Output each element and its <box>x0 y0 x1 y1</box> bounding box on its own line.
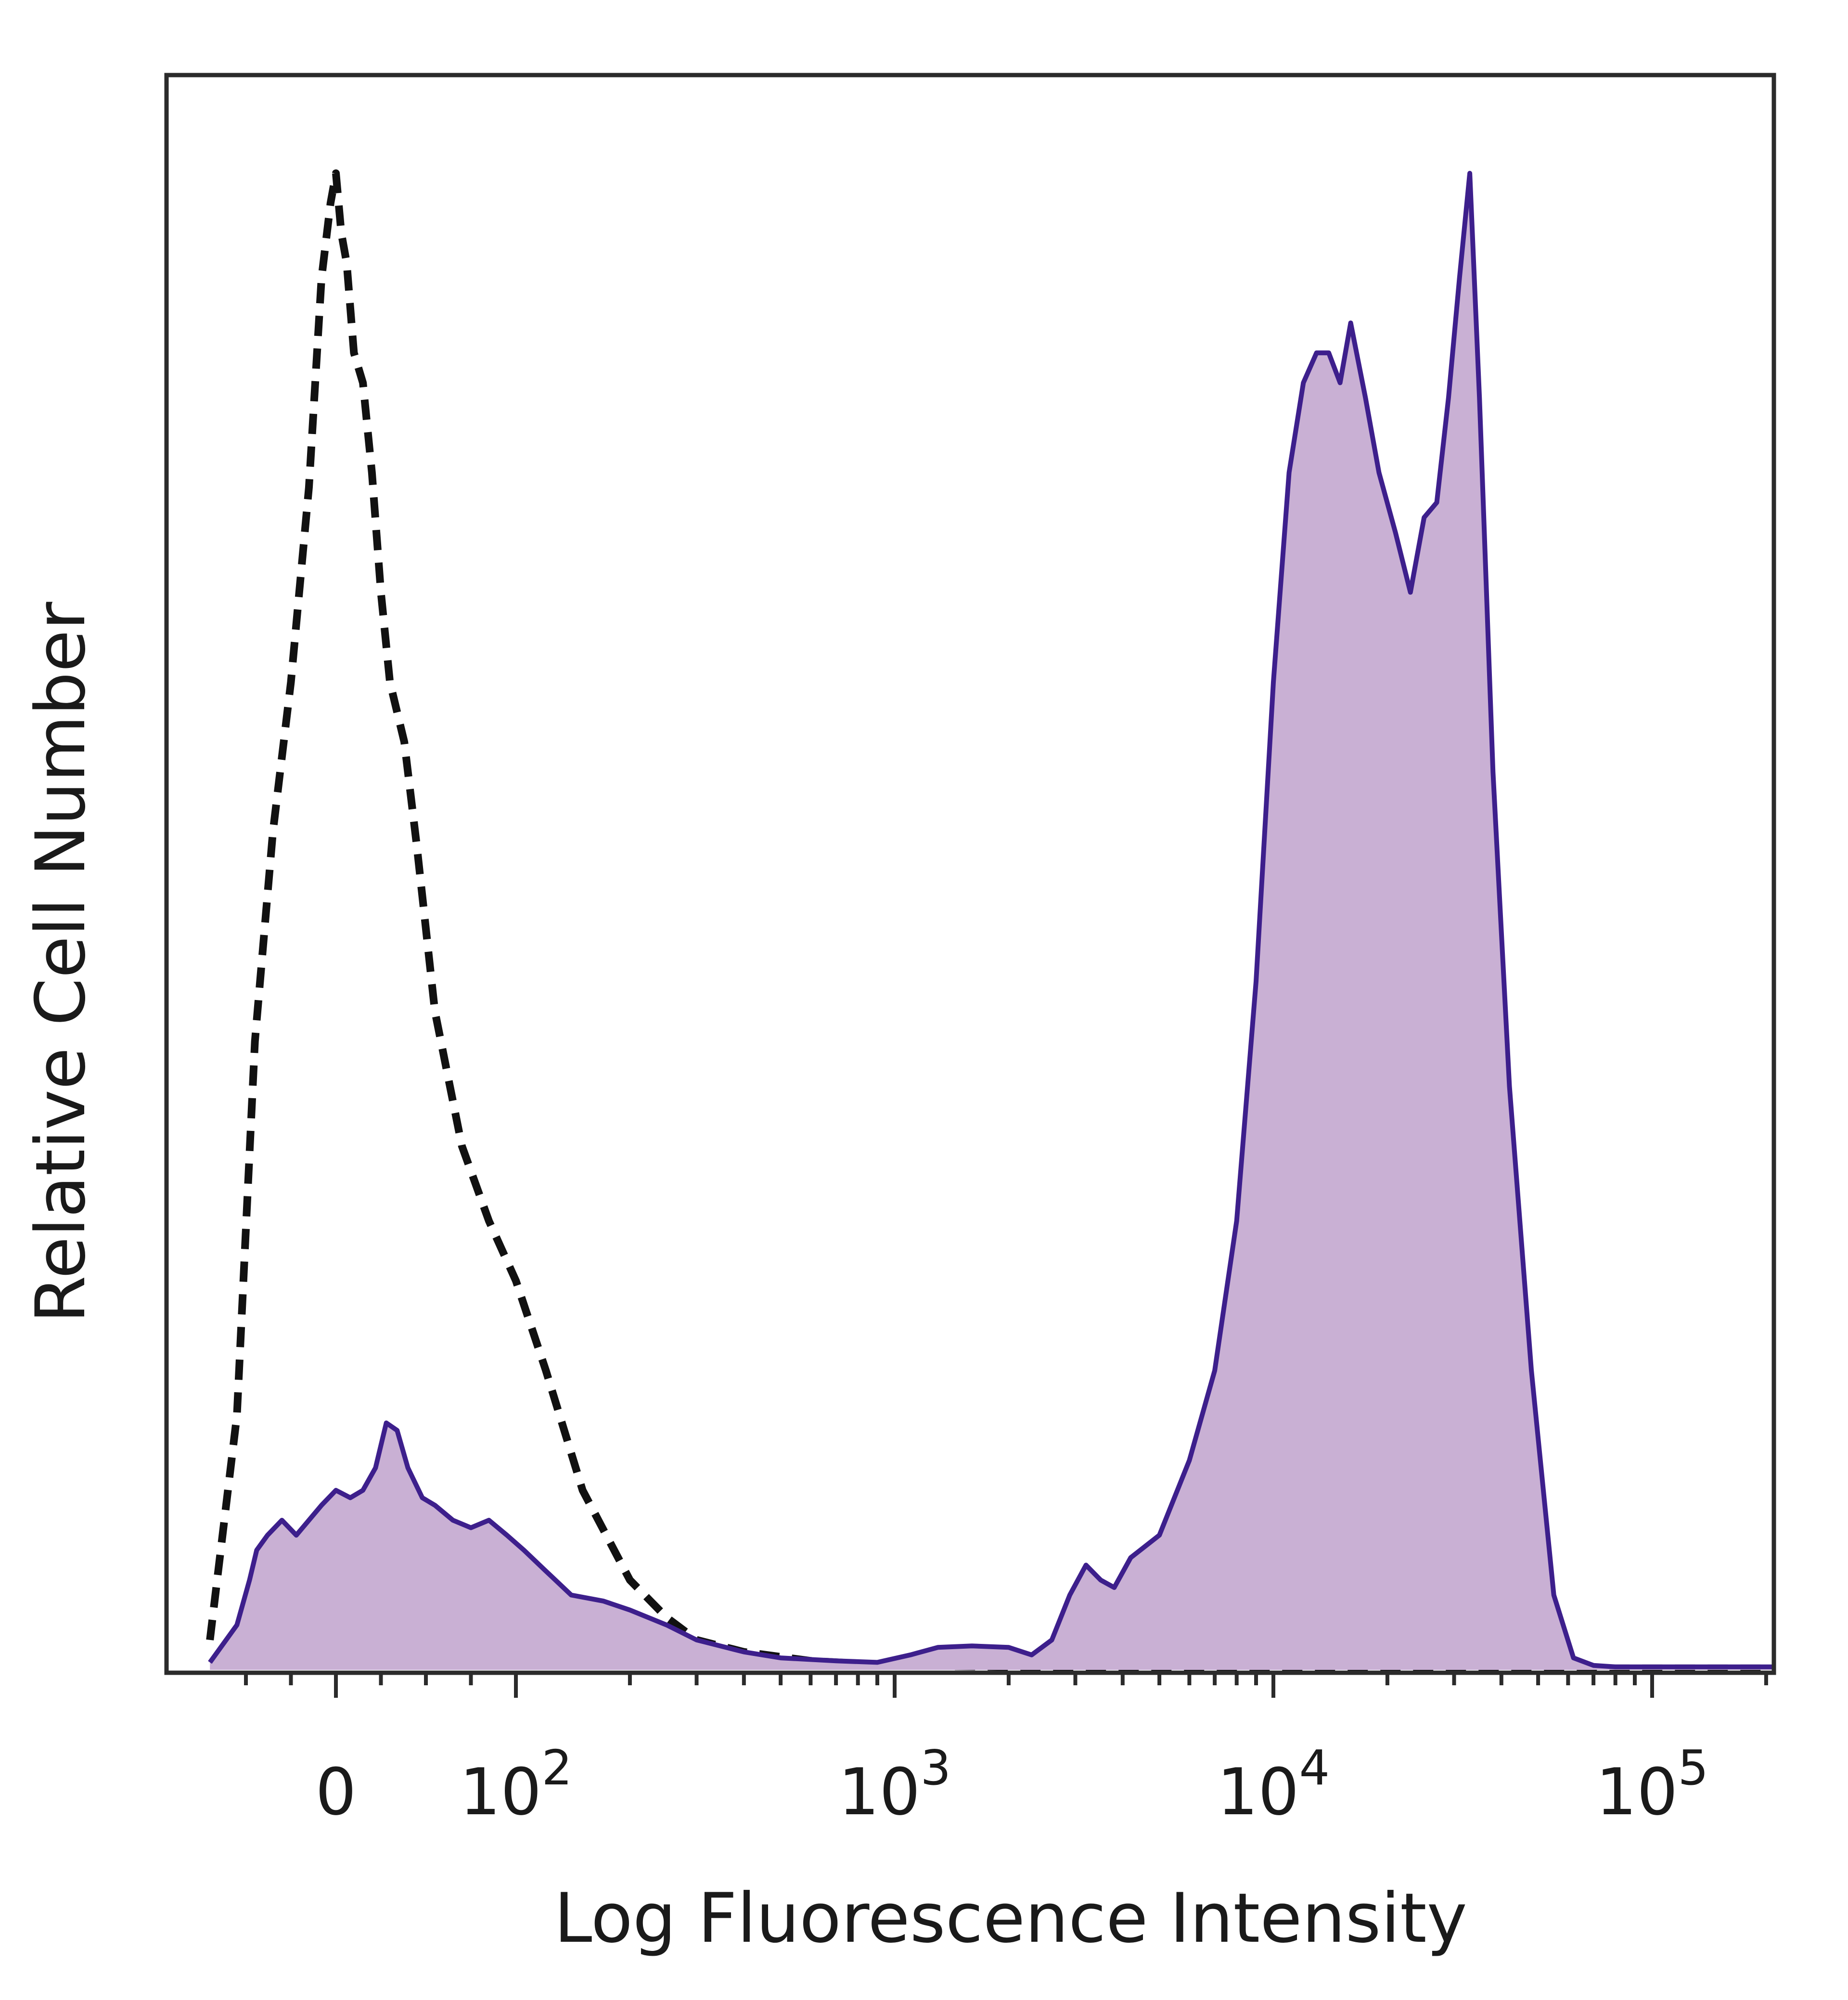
y-axis-label: Relative Cell Number <box>21 602 101 1323</box>
x-tick-label: 105 <box>1596 1740 1708 1830</box>
x-axis-label: Log Fluorescence Intensity <box>554 1879 1467 1958</box>
x-tick-label: 0 <box>315 1755 356 1830</box>
x-axis-tick-labels: 0 102 103 104 105 <box>315 1740 1708 1830</box>
stained-histogram-fill <box>210 173 1772 1670</box>
stained-histogram-line <box>208 171 1772 1669</box>
x-axis-ticks <box>244 1673 1768 1698</box>
plot-area <box>206 169 1772 1672</box>
x-tick-label: 103 <box>838 1740 951 1830</box>
x-tick-label: 104 <box>1217 1740 1330 1830</box>
plot-frame <box>164 73 1776 1675</box>
x-tick-label: 102 <box>460 1740 572 1830</box>
